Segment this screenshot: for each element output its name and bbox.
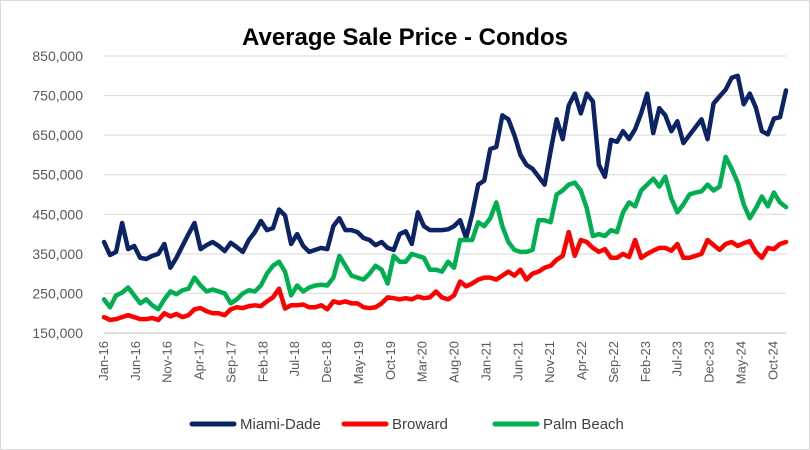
x-tick-label: Sep-17: [223, 341, 238, 383]
x-tick-label: May-19: [351, 341, 366, 384]
x-tick-label: Jul-23: [670, 341, 685, 376]
legend: Miami-Dade Broward Palm Beach: [189, 416, 624, 433]
x-axis: Jan-16 Jun-16 Nov-16 Apr-17 Sep-17 Feb-18 Jul-…: [96, 332, 786, 384]
x-tick-label: Apr-17: [192, 341, 207, 380]
x-tick-label: Oct-24: [765, 341, 780, 380]
x-tick-label: Aug-20: [447, 341, 462, 383]
series-lines: [101, 73, 789, 323]
x-tick-label: Dec-23: [702, 341, 717, 383]
x-tick-label: Dec-18: [319, 341, 334, 383]
legend-label: Miami-Dade: [240, 416, 321, 433]
chart-title: Average Sale Price - Condos: [242, 24, 568, 51]
series-line-palm-beach: [101, 154, 789, 312]
x-tick-label: Oct-19: [383, 341, 398, 380]
y-tick-label: 150,000: [32, 325, 83, 341]
y-tick-label: 250,000: [32, 285, 83, 301]
x-tick-label: Mar-20: [415, 341, 430, 382]
x-tick-label: Apr-22: [574, 341, 589, 380]
series-line-broward: [101, 229, 789, 323]
x-tick-label: Jan-21: [478, 341, 493, 381]
y-tick-label: 450,000: [32, 206, 83, 222]
y-tick-label: 550,000: [32, 167, 83, 183]
legend-label: Palm Beach: [543, 416, 624, 433]
x-tick-label: Sep-22: [606, 341, 621, 383]
x-tick-label: Jul-18: [287, 341, 302, 376]
y-tick-label: 650,000: [32, 127, 83, 143]
x-tick-label: Nov-21: [542, 341, 557, 383]
y-axis: 150,000 250,000 350,000 450,000 550,000 650,0…: [32, 48, 83, 341]
y-tick-label: 750,000: [32, 88, 83, 104]
x-tick-label: Feb-23: [638, 341, 653, 382]
x-tick-label: May-24: [733, 341, 748, 384]
y-tick-label: 350,000: [32, 246, 83, 262]
x-tick-label: Jun-21: [510, 341, 525, 381]
x-tick-label: Feb-18: [255, 341, 270, 382]
x-tick-label: Jan-16: [96, 341, 111, 381]
legend-label: Broward: [392, 416, 448, 433]
series-line-miami-dade: [101, 73, 789, 270]
y-tick-label: 850,000: [32, 48, 83, 64]
x-tick-label: Jun-16: [128, 341, 143, 381]
x-tick-label: Nov-16: [160, 341, 175, 383]
